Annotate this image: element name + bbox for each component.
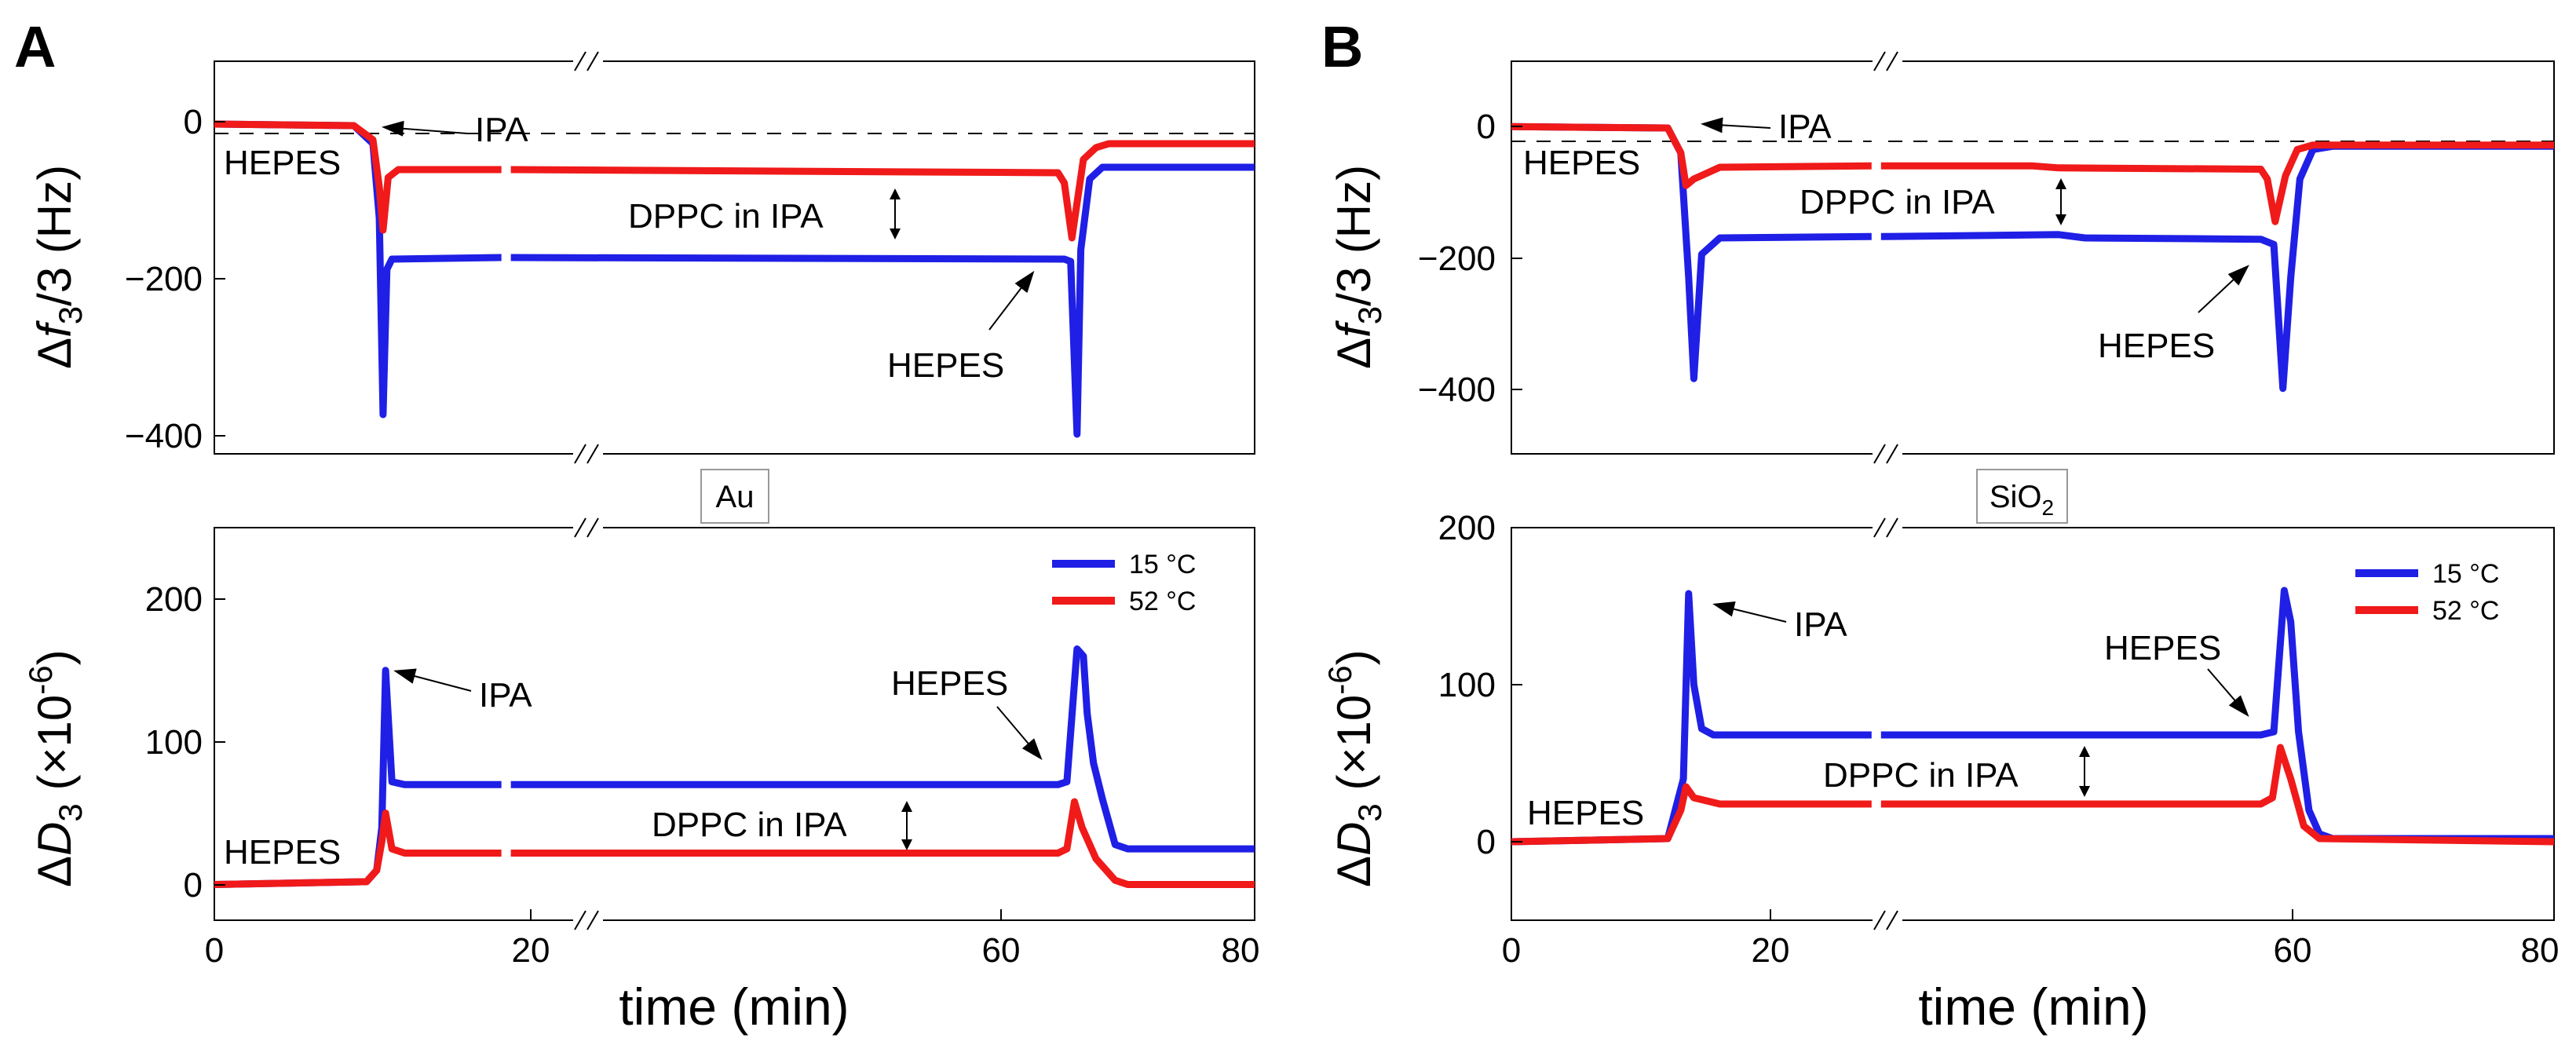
svg-text:Au: Au [716, 480, 755, 514]
axis-break-top [1873, 517, 1902, 538]
x-tick-label: 20 [512, 931, 550, 970]
x-tick-label: 60 [982, 931, 1021, 970]
x-tick-label: 80 [2521, 931, 2560, 970]
panel-letter-a: A [14, 14, 56, 79]
substrate-label-b: SiO2 [1976, 469, 2068, 524]
chart-a-bottom: 0 100 200 0 20 60 80 15 °C 52 °C IPA HEP… [22, 517, 1260, 1036]
y-tick-label: −400 [125, 417, 203, 455]
annotation-hepes-2: HEPES [2104, 629, 2221, 667]
y-axis-label: Δf3/3 (Hz) [28, 165, 89, 369]
series-line-52c [1511, 744, 2555, 846]
axis-break-bottom [573, 444, 603, 464]
axis-break-top [573, 517, 603, 538]
x-tick-label: 20 [1752, 931, 1790, 970]
annotation-ipa: IPA [475, 111, 528, 149]
annotation-hepes: HEPES [1523, 144, 1640, 182]
y-axis-label: ΔD3 (×10-6) [1321, 649, 1388, 887]
double-arrow [901, 801, 912, 850]
annotation-dppc: DPPC in IPA [652, 806, 847, 844]
annotation-ipa: IPA [479, 676, 532, 715]
y-tick-label: 100 [1438, 666, 1496, 704]
y-tick-label: 0 [184, 103, 203, 141]
plot-area [1511, 63, 2554, 452]
annotation-hepes-2: HEPES [887, 346, 1004, 385]
axis-break-gap [501, 63, 511, 452]
y-tick-label: 0 [1477, 108, 1496, 146]
axis-break-gap [1871, 63, 1881, 452]
legend: 15 °C 52 °C [1052, 550, 1196, 616]
series-line-15c [1511, 587, 2554, 846]
series-line-52c [1511, 122, 2554, 225]
plot-frame [214, 527, 1255, 921]
annotation-ipa: IPA [1794, 605, 1847, 644]
axis-break-gap [1871, 529, 1881, 919]
annotation-dppc: DPPC in IPA [628, 197, 824, 236]
axis-break-bottom [1873, 444, 1902, 464]
series-line-15c [1511, 122, 2554, 393]
plot-frame [1511, 527, 2555, 921]
plot-area [214, 63, 1255, 452]
chart-a-top: 0 −200 −400 IPA HEPES DPPC in IPA HEPES … [28, 51, 1255, 464]
plot-area [1511, 529, 2555, 919]
chart-b-bottom: 0 100 200 0 20 60 80 15 °C 52 °C IPA HEP… [1321, 509, 2559, 1036]
annotation-hepes: HEPES [1527, 794, 1644, 832]
double-arrow [2055, 178, 2066, 225]
y-tick-label: 200 [1438, 509, 1496, 547]
x-axis-label: time (min) [1918, 978, 2148, 1036]
axis-break-bottom [1873, 910, 1902, 930]
annotation-dppc: DPPC in IPA [1800, 183, 1995, 221]
x-tick-label: 0 [205, 931, 224, 970]
axis-break-top [573, 51, 603, 71]
legend-label-52: 52 °C [1129, 587, 1196, 616]
legend-label-15: 15 °C [1129, 550, 1196, 579]
substrate-label-a: Au [700, 469, 769, 524]
x-axis-label: time (min) [619, 978, 849, 1036]
y-axis-label: ΔD3 (×10-6) [22, 649, 89, 887]
x-tick-label: 80 [1222, 931, 1260, 970]
annotation-hepes-2: HEPES [2098, 327, 2215, 365]
panel-letter-b: B [1321, 14, 1363, 79]
annotation-dppc: DPPC in IPA [1823, 756, 2019, 795]
series-line-52c [214, 798, 1255, 888]
annotation-hepes: HEPES [224, 144, 341, 182]
plot-frame [1511, 60, 2555, 455]
chart-b-top: 0 −200 −400 IPA HEPES DPPC in IPA HEPES … [1328, 51, 2555, 464]
legend-label-15: 15 °C [2432, 559, 2499, 589]
x-tick-label: 60 [2274, 931, 2312, 970]
axis-break-top [1873, 51, 1902, 71]
series-line-15c [214, 645, 1255, 888]
annotation-hepes: HEPES [224, 833, 341, 872]
annotation-hepes-2: HEPES [891, 664, 1008, 703]
plot-frame [214, 60, 1255, 455]
annotation-ipa: IPA [1778, 108, 1832, 146]
svg-text:SiO2: SiO2 [1990, 480, 2054, 520]
y-axis-label: Δf3/3 (Hz) [1328, 165, 1388, 369]
legend: 15 °C 52 °C [2355, 559, 2499, 626]
y-tick-label: 100 [145, 723, 203, 762]
axis-break-gap [501, 529, 511, 919]
double-arrow [2079, 746, 2090, 797]
y-tick-label: 200 [145, 580, 203, 619]
double-arrow [890, 188, 901, 239]
y-tick-label: −200 [1418, 239, 1496, 278]
y-tick-label: −400 [1418, 371, 1496, 409]
plot-area [214, 529, 1255, 919]
y-tick-label: 0 [1477, 823, 1496, 861]
y-tick-label: 0 [184, 866, 203, 905]
legend-label-52: 52 °C [2432, 596, 2499, 626]
y-tick-label: −200 [125, 260, 203, 298]
axis-break-bottom [573, 910, 603, 930]
x-tick-label: 0 [1502, 931, 1521, 970]
